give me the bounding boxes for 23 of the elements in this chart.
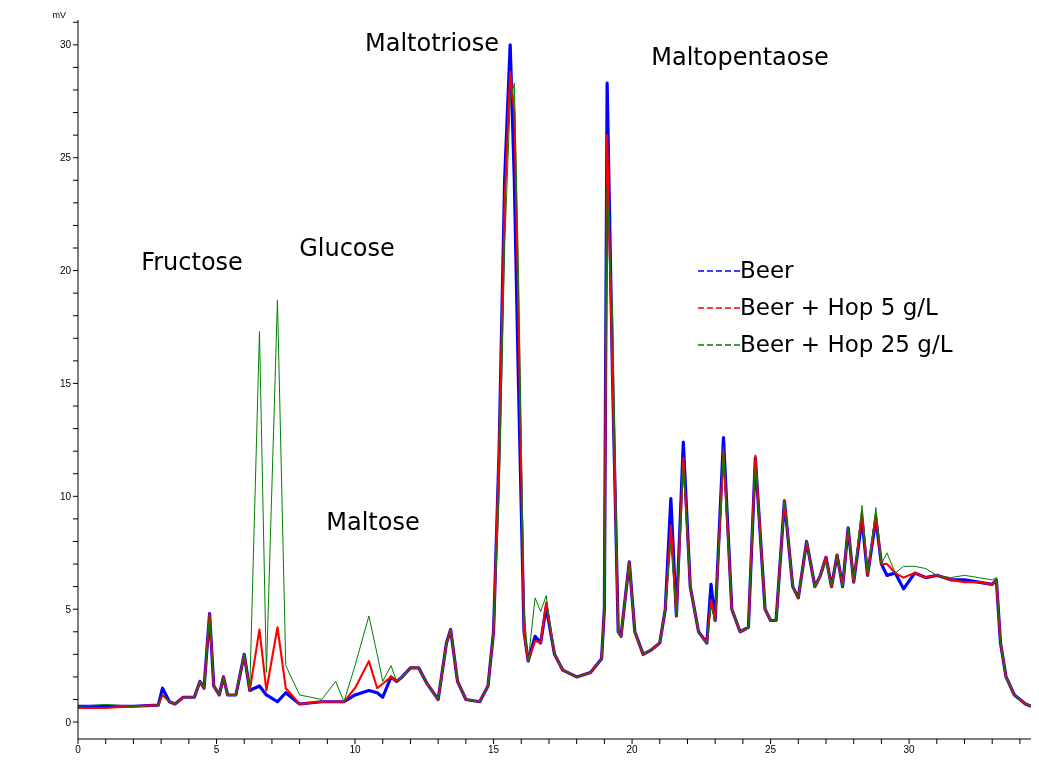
legend-label: Beer + Hop 25 g/L [740,330,953,359]
x-tick-label: 5 [213,744,220,756]
y-tick-label: 25 [59,152,72,164]
annotation: Maltotriose [364,29,500,57]
y-axis-title: mV [52,10,66,20]
annotation: Glucose [299,234,395,262]
x-tick-label: 10 [349,744,362,756]
x-tick-label: 25 [765,744,777,756]
y-tick-label: 30 [59,39,72,51]
annotation: Maltopentaose [651,43,829,71]
x-tick-label: 15 [487,744,500,756]
legend-label: Beer [740,256,794,285]
y-tick-label: 0 [65,716,72,728]
y-tick-label: 5 [65,603,72,615]
annotation: Maltose [326,508,420,536]
annotation: Fructose [141,248,243,276]
legend-label: Beer + Hop 5 g/L [740,293,938,322]
x-tick-label: 20 [626,744,639,756]
x-tick-label: 30 [903,744,916,756]
y-tick-label: 20 [59,265,72,277]
y-tick-label: 15 [59,378,72,389]
x-tick-label: 0 [75,744,82,756]
y-tick-label: 10 [59,490,72,502]
